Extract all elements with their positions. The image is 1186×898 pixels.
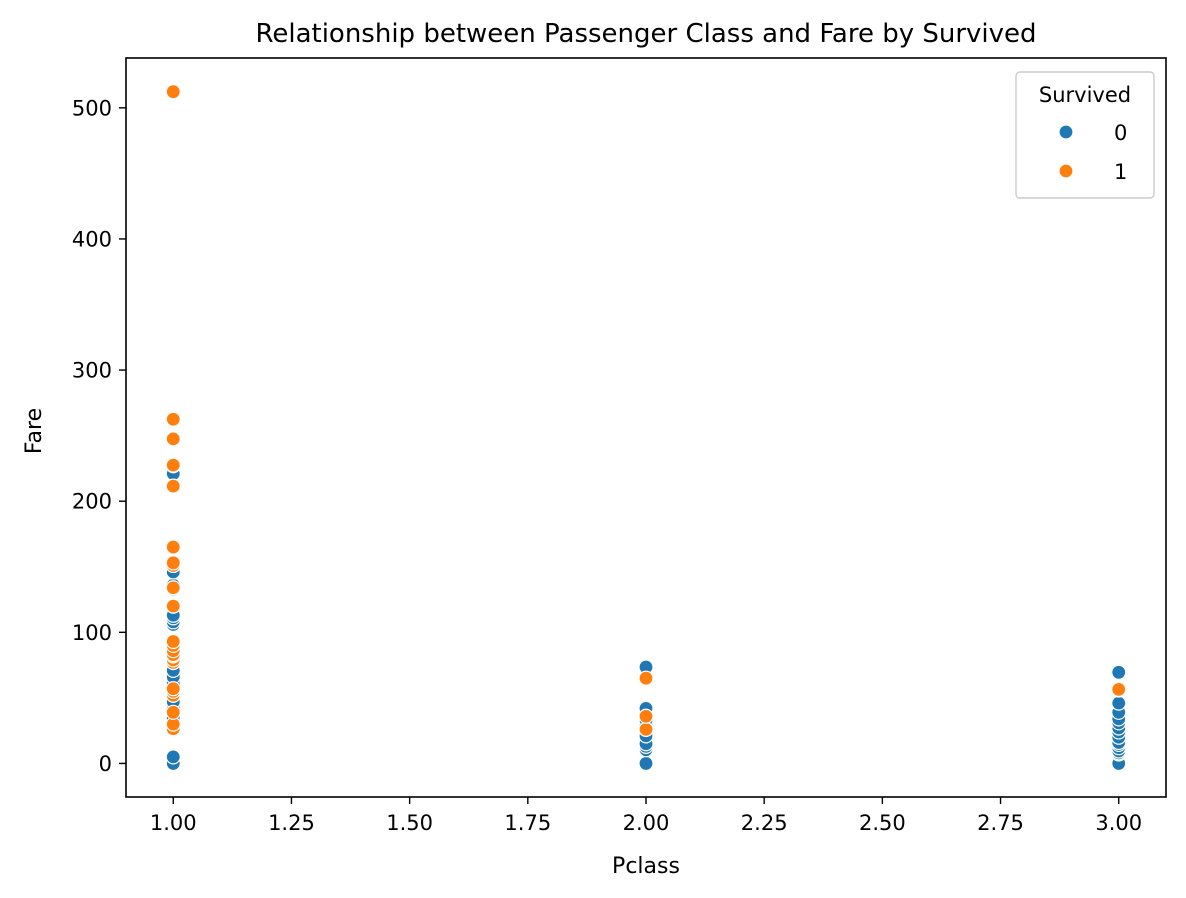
data-point <box>165 411 181 427</box>
data-point <box>165 431 181 447</box>
series-1 <box>165 84 1127 737</box>
legend-entry-label: 1 <box>1114 160 1127 184</box>
x-tick-label: 2.75 <box>977 811 1024 835</box>
data-point <box>638 721 654 737</box>
y-axis-label: Fare <box>22 408 47 454</box>
plot-frame <box>125 57 1167 798</box>
data-point <box>165 633 181 650</box>
y-tick-label: 500 <box>72 96 112 120</box>
y-tick-label: 200 <box>72 490 112 514</box>
legend-box <box>1015 71 1155 199</box>
data-point <box>165 580 181 596</box>
x-tick-label: 2.25 <box>741 811 788 835</box>
x-tick-label: 2.50 <box>859 811 906 835</box>
data-point <box>638 755 654 772</box>
axes: 1.00 1.25 1.50 1.75 2.00 2.25 2.50 2.75 3.00 0 100… <box>72 57 1167 835</box>
legend-entry-label: 0 <box>1114 121 1127 145</box>
plot-area <box>165 84 1127 772</box>
data-point <box>1111 664 1127 680</box>
x-tick-label: 1.75 <box>504 811 551 835</box>
data-point <box>165 749 181 765</box>
x-tick-label: 3.00 <box>1095 811 1142 835</box>
data-point <box>165 598 181 614</box>
data-point <box>165 704 181 720</box>
data-point <box>165 84 181 100</box>
x-tick-label: 1.00 <box>150 811 197 835</box>
data-point <box>1111 695 1127 711</box>
data-point <box>165 555 181 571</box>
y-tick-label: 100 <box>72 621 112 645</box>
data-point <box>165 478 181 494</box>
data-point <box>638 708 654 724</box>
x-tick-label: 1.25 <box>268 811 315 835</box>
legend: Survived 0 1 <box>1015 71 1155 199</box>
legend-marker <box>1058 163 1074 179</box>
data-point <box>1111 681 1127 697</box>
legend-title: Survived <box>1039 83 1131 107</box>
x-tick-label: 1.50 <box>386 811 433 835</box>
data-point <box>638 670 654 686</box>
y-tick-label: 400 <box>72 227 112 251</box>
data-point <box>165 681 181 697</box>
legend-marker <box>1058 124 1074 140</box>
y-tick-label: 300 <box>72 359 112 383</box>
data-point <box>165 539 181 555</box>
x-tick-label: 2.00 <box>623 811 670 835</box>
x-axis-label: Pclass <box>612 854 680 879</box>
y-tick-label: 0 <box>99 752 112 776</box>
chart-title: Relationship between Passenger Class and… <box>255 19 1036 49</box>
data-point <box>165 457 181 473</box>
